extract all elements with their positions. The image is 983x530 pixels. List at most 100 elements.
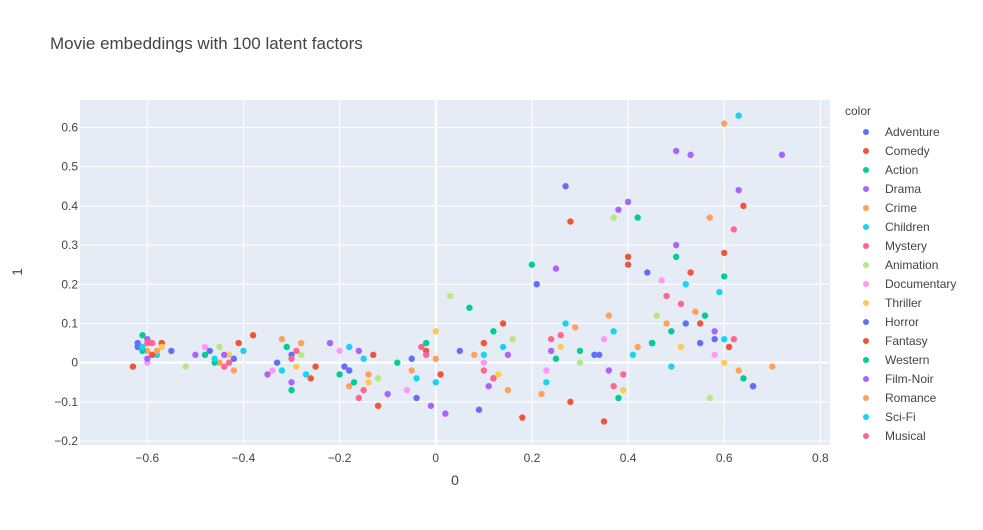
series-romance xyxy=(153,308,742,394)
legend-item-horror[interactable]: Horror xyxy=(845,312,956,331)
data-point xyxy=(740,202,747,210)
data-point xyxy=(201,351,209,359)
data-point xyxy=(711,351,718,359)
legend-label: Fantasy xyxy=(885,333,928,348)
x-tick-label: 0.6 xyxy=(716,451,733,465)
y-tick-label: 0.1 xyxy=(61,316,78,330)
data-point xyxy=(422,339,430,347)
data-point xyxy=(634,214,641,221)
legend-item-action[interactable]: Action xyxy=(845,160,956,179)
data-point xyxy=(230,355,238,362)
data-point xyxy=(365,379,372,386)
legend-item-children[interactable]: Children xyxy=(845,217,956,236)
data-point xyxy=(394,359,401,366)
data-point xyxy=(442,410,449,417)
legend-label: Adventure xyxy=(885,124,940,139)
legend-item-sci-fi[interactable]: Sci-Fi xyxy=(845,407,956,426)
legend-marker-icon xyxy=(863,394,869,401)
data-point xyxy=(148,339,156,347)
legend-marker-icon xyxy=(863,185,869,192)
data-points xyxy=(129,112,786,425)
legend-item-film-noir[interactable]: Film-Noir xyxy=(845,369,956,388)
data-point xyxy=(297,339,305,347)
legend-label: Sci-Fi xyxy=(885,409,916,424)
data-point xyxy=(615,394,622,402)
y-tick-label: 0.6 xyxy=(61,120,78,134)
legend-marker-icon xyxy=(863,280,869,287)
data-point xyxy=(576,347,584,355)
data-point xyxy=(341,363,348,370)
data-point xyxy=(225,359,233,366)
data-point xyxy=(485,382,492,390)
series-drama xyxy=(144,147,786,417)
legend-item-comedy[interactable]: Comedy xyxy=(845,141,956,160)
data-point xyxy=(490,375,497,382)
data-point xyxy=(346,343,353,351)
y-tick-label: 0.4 xyxy=(61,199,78,213)
data-point xyxy=(278,367,286,374)
data-point xyxy=(648,339,656,347)
y-tick-label: 0.2 xyxy=(61,277,78,291)
data-point xyxy=(480,367,488,374)
data-point xyxy=(129,363,137,370)
series-mystery xyxy=(144,226,738,402)
data-point xyxy=(721,120,728,127)
data-point xyxy=(293,347,300,355)
data-point xyxy=(273,359,281,366)
data-point xyxy=(543,367,550,374)
data-point xyxy=(696,320,704,327)
data-point xyxy=(543,379,550,386)
data-point xyxy=(144,355,151,362)
data-point xyxy=(499,343,507,351)
data-point xyxy=(706,394,714,402)
data-point xyxy=(293,363,300,370)
legend-item-romance[interactable]: Romance xyxy=(845,388,956,407)
legend-item-thriller[interactable]: Thriller xyxy=(845,293,956,312)
legend-item-crime[interactable]: Crime xyxy=(845,198,956,217)
data-point xyxy=(769,363,776,370)
data-point xyxy=(278,335,286,343)
data-point xyxy=(721,335,728,343)
data-point xyxy=(624,253,632,261)
data-point xyxy=(711,335,718,343)
legend-item-fantasy[interactable]: Fantasy xyxy=(845,331,956,350)
legend-item-adventure[interactable]: Adventure xyxy=(845,122,956,141)
data-point xyxy=(624,261,632,268)
data-point xyxy=(706,214,714,221)
legend-item-musical[interactable]: Musical xyxy=(845,426,956,445)
legend-label: Film-Noir xyxy=(885,371,934,386)
data-point xyxy=(355,347,363,355)
legend-label: Children xyxy=(885,219,930,234)
data-point xyxy=(778,151,786,159)
data-point xyxy=(269,367,276,374)
data-point xyxy=(302,371,310,378)
series-crime xyxy=(144,120,776,398)
data-point xyxy=(240,347,247,355)
data-point xyxy=(605,367,613,374)
legend-item-drama[interactable]: Drama xyxy=(845,179,956,198)
data-point xyxy=(504,386,512,394)
legend-item-western[interactable]: Western xyxy=(845,350,956,369)
data-point xyxy=(735,367,742,374)
data-point xyxy=(663,292,670,300)
legend-item-documentary[interactable]: Documentary xyxy=(845,274,956,293)
data-point xyxy=(192,351,199,359)
legend-marker-icon xyxy=(863,299,869,306)
data-point xyxy=(701,312,709,319)
legend-marker-icon xyxy=(863,204,869,211)
data-point xyxy=(658,277,665,284)
legend-item-animation[interactable]: Animation xyxy=(845,255,956,274)
legend-item-mystery[interactable]: Mystery xyxy=(845,236,956,255)
data-point xyxy=(360,386,367,394)
y-tick-label: 0.3 xyxy=(61,238,78,252)
data-point xyxy=(403,386,411,394)
series-sci-fi xyxy=(139,288,723,386)
data-point xyxy=(168,347,175,355)
data-point xyxy=(533,281,540,288)
data-point xyxy=(283,343,290,351)
legend: color Adventure Comedy Action Drama Crime Chi… xyxy=(845,104,956,445)
legend-label: Romance xyxy=(885,390,937,405)
data-point xyxy=(615,206,622,213)
data-point xyxy=(235,339,242,347)
